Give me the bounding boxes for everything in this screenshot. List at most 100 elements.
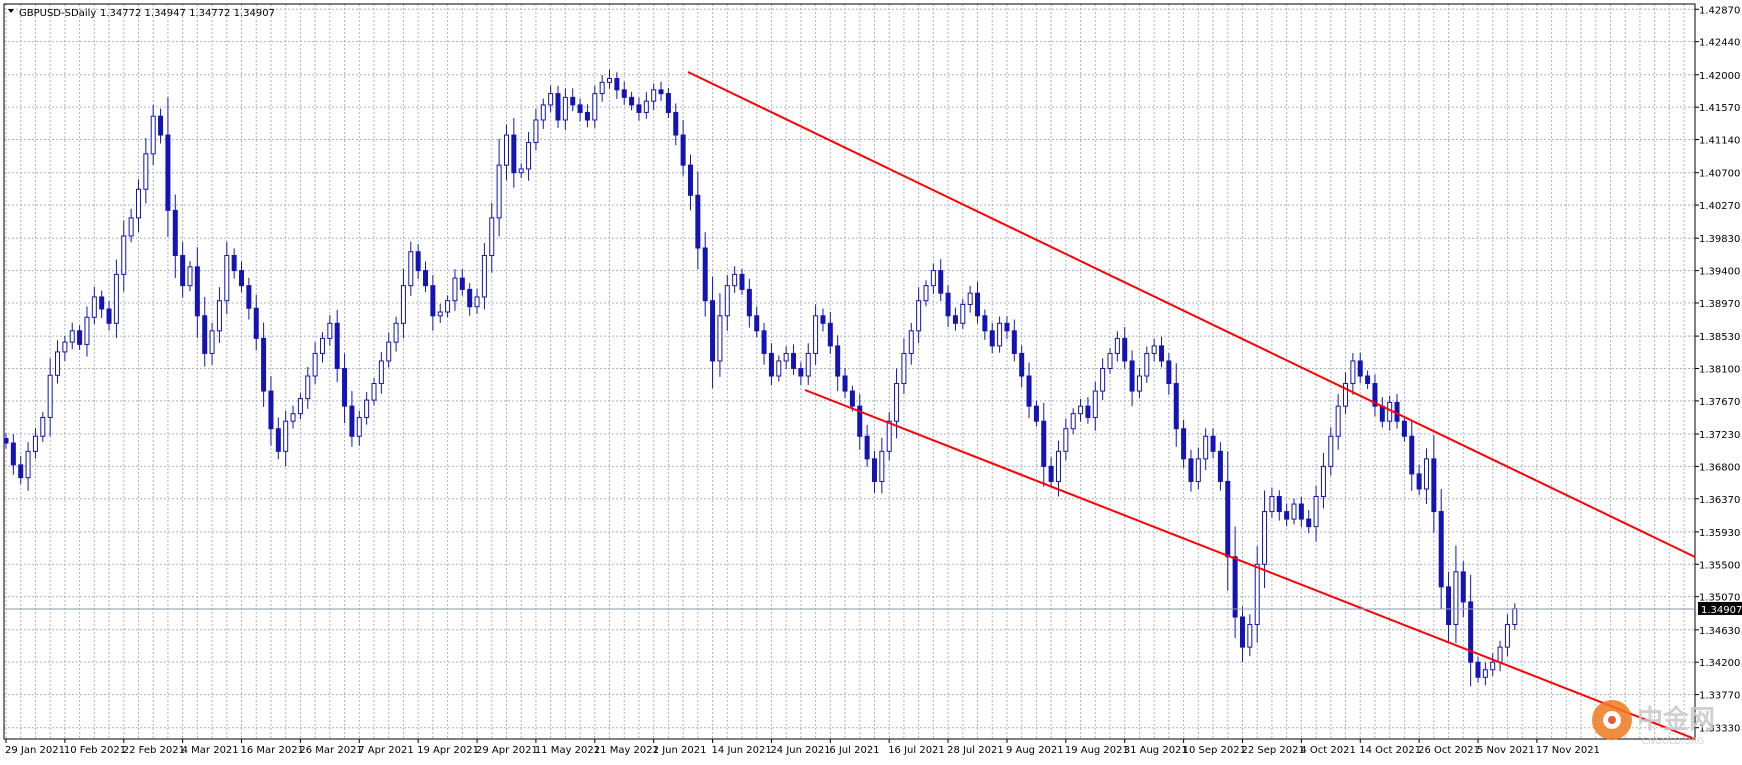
candle-bear: [511, 134, 517, 174]
candle-bull: [69, 330, 75, 343]
candle-bear: [1048, 465, 1054, 482]
candle-bear: [975, 292, 981, 317]
candle-bear: [1122, 337, 1128, 362]
candle-bull: [327, 322, 333, 339]
candle-bull: [40, 416, 46, 437]
time-tick-label: 5 Nov 2021: [1477, 745, 1535, 756]
candle-bear: [1217, 450, 1223, 482]
time-tick-label: 17 Nov 2021: [1536, 745, 1600, 756]
candle-bear: [1225, 480, 1231, 558]
time-tick-label: 4 Oct 2021: [1300, 745, 1355, 756]
candle-bull: [1313, 496, 1319, 528]
candle-bull: [1070, 413, 1076, 430]
price-tick-label: 1.37670: [1699, 397, 1740, 408]
time-tick-label: 26 Mar 2021: [299, 745, 362, 756]
candle-bull: [894, 383, 900, 422]
candle-bull: [879, 450, 885, 482]
candle-bull: [916, 300, 922, 332]
candle-bear: [952, 315, 958, 324]
candle-bull: [1512, 608, 1518, 626]
candle-bull: [1423, 458, 1429, 490]
candle-bull: [187, 266, 193, 287]
time-tick-label: 29 Jan 2021: [5, 745, 65, 756]
channel-upper-line: [687, 71, 1696, 558]
candle-bear: [253, 307, 259, 339]
candle-bull: [1063, 428, 1069, 452]
candle-bull: [1335, 405, 1341, 437]
candle-bear: [1379, 405, 1385, 422]
candle-bull: [997, 322, 1003, 347]
collapse-arrow-icon[interactable]: [8, 9, 14, 13]
candle-bull: [283, 420, 289, 452]
candle-bear: [621, 89, 627, 98]
candle-bear: [1181, 428, 1187, 460]
candle-bull: [1343, 383, 1349, 407]
candle-bear: [1019, 352, 1025, 377]
candle-bear: [18, 464, 24, 479]
candle-bull: [901, 352, 907, 385]
candle-bull: [1320, 465, 1326, 498]
candle-bear: [710, 300, 716, 362]
candle-bear: [1166, 360, 1172, 385]
channel-lower-line: [804, 389, 1696, 740]
candle-bear: [1298, 503, 1304, 520]
price-tick-label: 1.36370: [1699, 495, 1740, 506]
candle-bear: [415, 251, 421, 272]
candle-bull: [1328, 435, 1334, 467]
candle-bull: [732, 273, 738, 287]
candle-bull: [651, 89, 657, 102]
candle-bear: [275, 428, 281, 452]
candle-bull: [305, 375, 311, 400]
time-tick-label: 19 Aug 2021: [1065, 745, 1129, 756]
candle-bull: [776, 360, 782, 377]
candle-bear: [570, 96, 576, 106]
price-tick-label: 1.39830: [1699, 234, 1740, 245]
candlestick-series: [3, 69, 1518, 687]
price-tick-label: 1.40270: [1699, 201, 1740, 212]
time-tick-label: 7 Apr 2021: [358, 745, 413, 756]
price-tick-label: 1.38530: [1699, 332, 1740, 343]
candle-bear: [827, 322, 833, 347]
candle-bear: [702, 247, 708, 302]
candle-bear: [791, 352, 797, 369]
candle-bear: [1357, 360, 1363, 377]
candle-bull: [643, 100, 649, 113]
candle-bull: [393, 322, 399, 343]
candle-bull: [1136, 375, 1142, 392]
candle-bear: [1085, 405, 1091, 418]
candle-bull: [503, 134, 509, 166]
candle-bear: [1460, 571, 1466, 603]
candle-bull: [1291, 503, 1297, 520]
candle-bear: [99, 296, 105, 310]
candle-bull: [923, 285, 929, 302]
candle-bear: [1468, 601, 1474, 663]
candle-bear: [989, 330, 995, 347]
candle-bear: [665, 93, 671, 113]
candle-bull: [1055, 450, 1061, 482]
watermark-brand: 中金网: [1637, 704, 1715, 735]
candle-bull: [526, 142, 532, 170]
time-tick-label: 10 Feb 2021: [64, 745, 126, 756]
candle-bull: [481, 255, 487, 298]
price-tick-label: 1.42870: [1699, 5, 1740, 16]
candle-bull: [319, 337, 325, 354]
candle-bull: [960, 303, 966, 324]
candle-bear: [849, 390, 855, 407]
candle-bear: [695, 194, 701, 249]
time-tick-label: 19 Apr 2021: [417, 745, 479, 756]
candle-bull: [135, 188, 141, 219]
candle-bear: [687, 164, 693, 196]
candle-bear: [871, 458, 877, 482]
candle-bull: [297, 398, 303, 415]
time-tick-label: 28 Jul 2021: [947, 745, 1004, 756]
price-tick-label: 1.35500: [1699, 560, 1740, 571]
candle-bear: [768, 352, 774, 377]
candle-bull: [1490, 661, 1496, 671]
candle-bull: [1453, 571, 1459, 626]
candle-bull: [400, 285, 406, 324]
candle-bear: [459, 277, 465, 290]
candle-bull: [813, 315, 819, 354]
candle-bull: [371, 383, 377, 401]
candle-bull: [1107, 352, 1113, 369]
